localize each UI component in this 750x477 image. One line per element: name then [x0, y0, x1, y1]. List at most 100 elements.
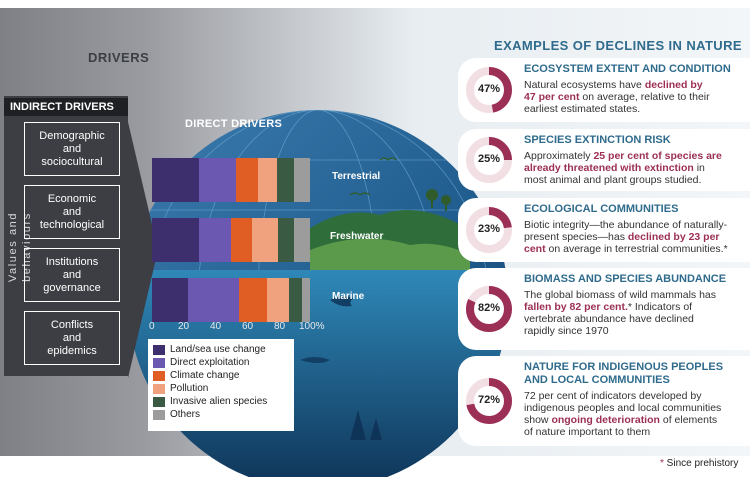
card-title: ECOSYSTEM EXTENT AND CONDITION [524, 63, 731, 75]
donut-icon [466, 207, 512, 253]
card-title: AND LOCAL COMMUNITIES [524, 374, 670, 386]
driver-line: Economic [47, 192, 97, 205]
body-text: Approximately [524, 150, 594, 162]
donut-arc [466, 378, 512, 424]
bar-segment [199, 158, 236, 202]
axis-tick: 0 [149, 321, 155, 332]
donut-percentage: 82% [477, 302, 501, 314]
donut-icon [466, 67, 512, 113]
bar-segment [152, 218, 200, 262]
legend-label: Invasive alien species [170, 396, 268, 407]
drivers-title: DRIVERS [88, 50, 150, 65]
legend-swatch [153, 383, 165, 394]
highlight-text: declined by 23 per [627, 231, 720, 243]
realm-label-terrestrial: Terrestrial [332, 171, 381, 182]
footnote-star: * [660, 458, 664, 469]
axis-tick: 60 [242, 321, 254, 332]
highlight-text: 47 per cent [524, 91, 580, 103]
card-text-line: 47 per cent on average, relative to thei… [524, 91, 746, 103]
body-text: most animal and plant groups studied. [524, 174, 702, 186]
bar-segment [238, 278, 268, 322]
indirect-driver-economic: Economic and technological [24, 185, 120, 239]
body-text: show [524, 414, 552, 426]
footnote: * Since prehistory [660, 458, 738, 469]
legend-swatch [153, 409, 165, 420]
bar-segment [289, 278, 303, 322]
legend-item: Climate change [153, 369, 289, 382]
card-text-line: Natural ecosystems have declined by [524, 79, 746, 91]
bar-marine [152, 278, 310, 322]
driver-line: sociocultural [41, 155, 103, 168]
body-text: earliest estimated states. [524, 103, 641, 115]
body-text: of nature important to them [524, 426, 651, 438]
driver-line: Demographic [39, 129, 105, 142]
drivers-legend: Land/sea use change Direct exploitation … [148, 339, 294, 431]
bar-segment [152, 158, 200, 202]
body-text: The global biomass of wild mammals has [524, 289, 716, 301]
footnote-text: Since prehistory [663, 458, 739, 469]
donut-arc [466, 207, 512, 253]
legend-item: Pollution [153, 382, 289, 395]
card-title: ECOLOGICAL COMMUNITIES [524, 203, 679, 215]
body-text: of elements [659, 414, 718, 426]
values-behaviours-label: Values and behaviours [7, 211, 33, 283]
body-text: Biotic integrity—the abundance of natura… [524, 219, 728, 231]
driver-line: Conflicts [50, 318, 94, 331]
card-text-line: fallen by 82 per cent.* Indicators of [524, 301, 746, 313]
bar-segment [230, 218, 252, 262]
card-text-line: cent on average in terrestrial communiti… [524, 243, 746, 255]
legend-item: Others [153, 408, 289, 421]
card-text-line: show ongoing deterioration of elements [524, 414, 746, 426]
legend-label: Climate change [170, 370, 240, 381]
bar-segment [302, 278, 310, 322]
donut-percentage: 47% [477, 83, 501, 95]
decline-card: 25% SPECIES EXTINCTION RISK Approximately … [458, 129, 750, 191]
realm-label-freshwater: Freshwater [330, 231, 384, 242]
card-text-line: Approximately 25 per cent of species are [524, 150, 746, 162]
body-text: vertebrate abundance have declined [524, 313, 694, 325]
decline-card: 82% BIOMASS AND SPECIES ABUNDANCE The glob… [458, 268, 750, 350]
body-text: on average, relative to their [579, 91, 710, 103]
card-text-line: indigenous peoples and local communities [524, 402, 746, 414]
highlight-text: fallen by 82 per cent. [524, 301, 628, 313]
donut-icon [466, 137, 512, 183]
legend-label: Direct exploitation [170, 357, 250, 368]
indirect-drivers-header: INDIRECT DRIVERS [4, 98, 128, 116]
examples-title: EXAMPLES OF DECLINES IN NATURE [494, 38, 742, 53]
bar-segment [188, 278, 239, 322]
highlight-text: already threatened with extinction [524, 162, 694, 174]
driver-line: Institutions [45, 255, 99, 268]
bar-segment [278, 218, 295, 262]
bar-terrestrial [152, 158, 310, 202]
legend-label: Others [170, 409, 201, 420]
bar-segment [294, 158, 310, 202]
bar-segment [267, 278, 290, 322]
body-text: 72 per cent of indicators developed by [524, 390, 702, 402]
card-text-line: The global biomass of wild mammals has [524, 289, 746, 301]
donut-arc [466, 137, 512, 183]
driver-line: and [62, 331, 82, 344]
bar-segment [199, 218, 231, 262]
card-text-line: earliest estimated states. [524, 103, 746, 115]
body-text: on average in terrestrial communities.* [545, 243, 728, 255]
realm-label-marine: Marine [332, 291, 365, 302]
decline-card: 23% ECOLOGICAL COMMUNITIES Biotic integrit… [458, 198, 750, 262]
highlight-text: cent [524, 243, 546, 255]
bar-freshwater [152, 218, 310, 262]
donut-percentage: 72% [477, 394, 501, 406]
legend-item: Invasive alien species [153, 395, 289, 408]
body-text: Natural ecosystems have [524, 79, 645, 91]
axis-tick: 100% [299, 321, 325, 332]
driver-line: and [62, 205, 82, 218]
decline-card: 47% ECOSYSTEM EXTENT AND CONDITION Natural… [458, 58, 750, 122]
donut-icon [466, 286, 512, 332]
highlight-text: 25 per cent of species are [593, 150, 722, 162]
card-title: BIOMASS AND SPECIES ABUNDANCE [524, 273, 727, 285]
driver-line: technological [39, 218, 105, 231]
axis-tick: 80 [274, 321, 286, 332]
legend-label: Pollution [170, 383, 209, 394]
card-text-line: rapidly since 1970 [524, 325, 746, 337]
donut-arc [466, 67, 512, 113]
indirect-driver-demographic: Demographic and sociocultural [24, 122, 120, 176]
indirect-driver-conflicts: Conflicts and epidemics [24, 311, 120, 365]
